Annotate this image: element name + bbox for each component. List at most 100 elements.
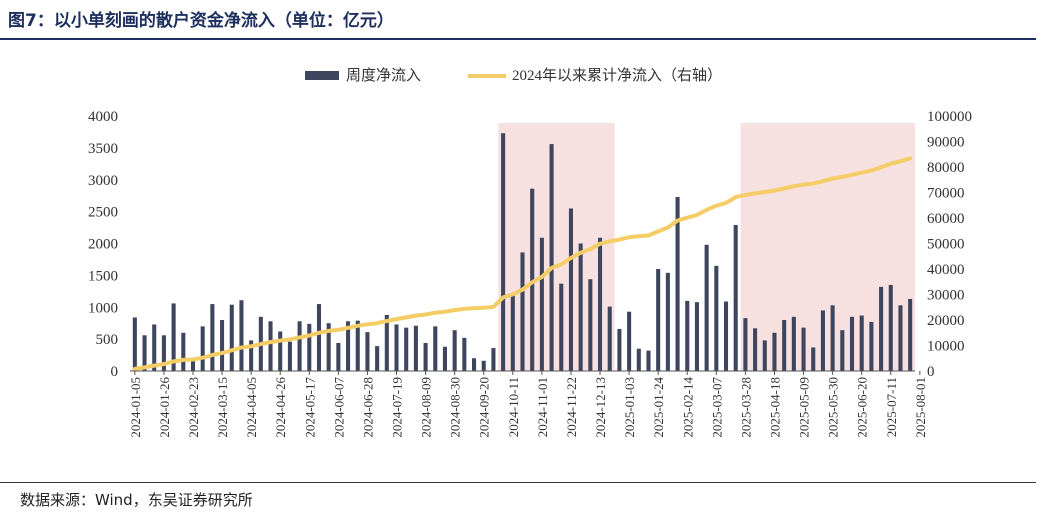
bar-week-4 xyxy=(161,335,166,371)
bar-week-20 xyxy=(316,304,322,371)
bar-week-40 xyxy=(510,295,515,371)
bar-week-36 xyxy=(472,358,477,371)
x-tick-label: 2025-06-20 xyxy=(855,377,870,438)
bar-week-43 xyxy=(539,237,544,371)
bar-week-67 xyxy=(772,332,777,371)
bar-week-17 xyxy=(287,341,292,371)
bar-week-66 xyxy=(762,340,767,371)
x-tick-label: 2025-08-01 xyxy=(913,377,928,438)
y-right-tick-label: 100000 xyxy=(927,109,972,125)
bar-week-30 xyxy=(413,325,418,371)
x-tick-label: 2024-05-17 xyxy=(302,377,317,438)
x-tick-label: 2025-01-03 xyxy=(622,377,637,438)
y-right-tick-label: 40000 xyxy=(927,262,965,278)
bar-week-65 xyxy=(753,328,758,371)
bar-week-31 xyxy=(423,342,428,371)
bar-week-78 xyxy=(879,286,884,371)
bottom-rule xyxy=(0,482,1036,483)
bar-week-64 xyxy=(743,318,748,371)
axes: 0500100015002000250030003500400001000020… xyxy=(88,109,972,438)
x-tick-label: 2024-01-05 xyxy=(128,377,143,438)
y-right-tick-label: 10000 xyxy=(927,339,965,355)
bar-week-18 xyxy=(297,321,302,371)
bar-week-54 xyxy=(646,350,651,371)
x-tick-label: 2024-11-22 xyxy=(564,377,579,437)
bar-week-27 xyxy=(384,314,389,371)
x-tick-label: 2024-10-11 xyxy=(506,377,521,437)
x-tick-label: 2024-12-13 xyxy=(593,377,608,438)
bar-week-37 xyxy=(481,360,486,371)
y-left-tick-label: 2500 xyxy=(88,205,118,221)
y-left-tick-label: 0 xyxy=(111,364,119,380)
x-tick-label: 2024-04-26 xyxy=(273,377,288,438)
bar-week-52 xyxy=(627,311,632,371)
y-right-tick-label: 0 xyxy=(927,364,935,380)
x-tick-label: 2025-07-11 xyxy=(884,377,899,437)
x-tick-label: 2025-03-07 xyxy=(709,377,724,438)
bar-week-11 xyxy=(229,304,234,371)
bar-week-35 xyxy=(462,337,467,371)
cumulative-line xyxy=(132,156,913,371)
x-tick-label: 2025-04-18 xyxy=(767,377,782,438)
x-tick-label: 2024-02-23 xyxy=(186,377,201,438)
y-left-tick-label: 1500 xyxy=(88,268,118,284)
bar-week-51 xyxy=(617,328,622,371)
bar-week-80 xyxy=(898,305,903,371)
bar-week-59 xyxy=(694,302,699,371)
y-right-tick-label: 90000 xyxy=(927,135,965,151)
x-tick-label: 2024-01-26 xyxy=(157,377,172,438)
bar-week-22 xyxy=(336,342,341,371)
bar-week-8 xyxy=(200,326,205,371)
y-right-tick-label: 20000 xyxy=(927,313,965,329)
y-right-tick-label: 30000 xyxy=(927,288,965,304)
x-tick-label: 2024-08-30 xyxy=(448,377,463,438)
bar-week-1 xyxy=(132,317,137,371)
bar-week-2 xyxy=(142,335,147,371)
legend: 周度净流入 2024年以来累计净流入（右轴） xyxy=(305,67,722,84)
x-tick-label: 2024-03-15 xyxy=(215,377,230,438)
bar-week-23 xyxy=(346,321,351,371)
bar-week-29 xyxy=(404,327,409,371)
bar-week-57 xyxy=(675,196,680,371)
bar-week-28 xyxy=(394,324,399,371)
bar-week-34 xyxy=(452,330,457,371)
bar-week-72 xyxy=(820,310,825,371)
x-tick-label: 2025-01-24 xyxy=(651,377,666,438)
bar-week-55 xyxy=(656,269,661,371)
figure-title: 图7：以小单刻画的散户资金净流入（单位：亿元） xyxy=(8,11,394,31)
bar-week-41 xyxy=(520,252,525,371)
bar-week-58 xyxy=(685,300,690,371)
legend-line-label: 2024年以来累计净流入（右轴） xyxy=(512,67,722,84)
bar-week-63 xyxy=(733,225,738,371)
bar-week-13 xyxy=(249,340,254,371)
y-right-tick-label: 80000 xyxy=(927,160,965,176)
bar-week-62 xyxy=(723,301,729,371)
x-tick-label: 2025-05-30 xyxy=(826,377,841,438)
bar-week-69 xyxy=(791,316,796,371)
bar-week-79 xyxy=(888,284,893,371)
x-tick-label: 2024-07-19 xyxy=(390,377,405,438)
y-left-tick-label: 1000 xyxy=(88,300,118,316)
y-left-tick-label: 3000 xyxy=(88,173,118,189)
bar-week-56 xyxy=(665,272,670,371)
bar-week-39 xyxy=(501,133,506,371)
bar-week-50 xyxy=(607,306,612,371)
x-tick-label: 2025-03-28 xyxy=(738,377,753,438)
bar-week-25 xyxy=(365,332,370,371)
x-tick-label: 2024-06-07 xyxy=(331,377,346,438)
bar-week-7 xyxy=(190,360,196,371)
bar-week-42 xyxy=(530,188,535,371)
bar-week-21 xyxy=(326,323,331,371)
y-right-tick-label: 60000 xyxy=(927,211,965,227)
bar-week-71 xyxy=(811,347,816,371)
x-tick-label: 2024-11-01 xyxy=(535,377,550,437)
legend-bar-label: 周度净流入 xyxy=(346,67,421,84)
bar-week-24 xyxy=(355,320,360,371)
y-left-tick-label: 4000 xyxy=(88,109,118,125)
bar-week-5 xyxy=(171,303,176,371)
bar-week-33 xyxy=(442,346,448,371)
bar-week-19 xyxy=(307,323,312,371)
bar-week-9 xyxy=(210,304,215,371)
bar-week-68 xyxy=(782,320,787,371)
